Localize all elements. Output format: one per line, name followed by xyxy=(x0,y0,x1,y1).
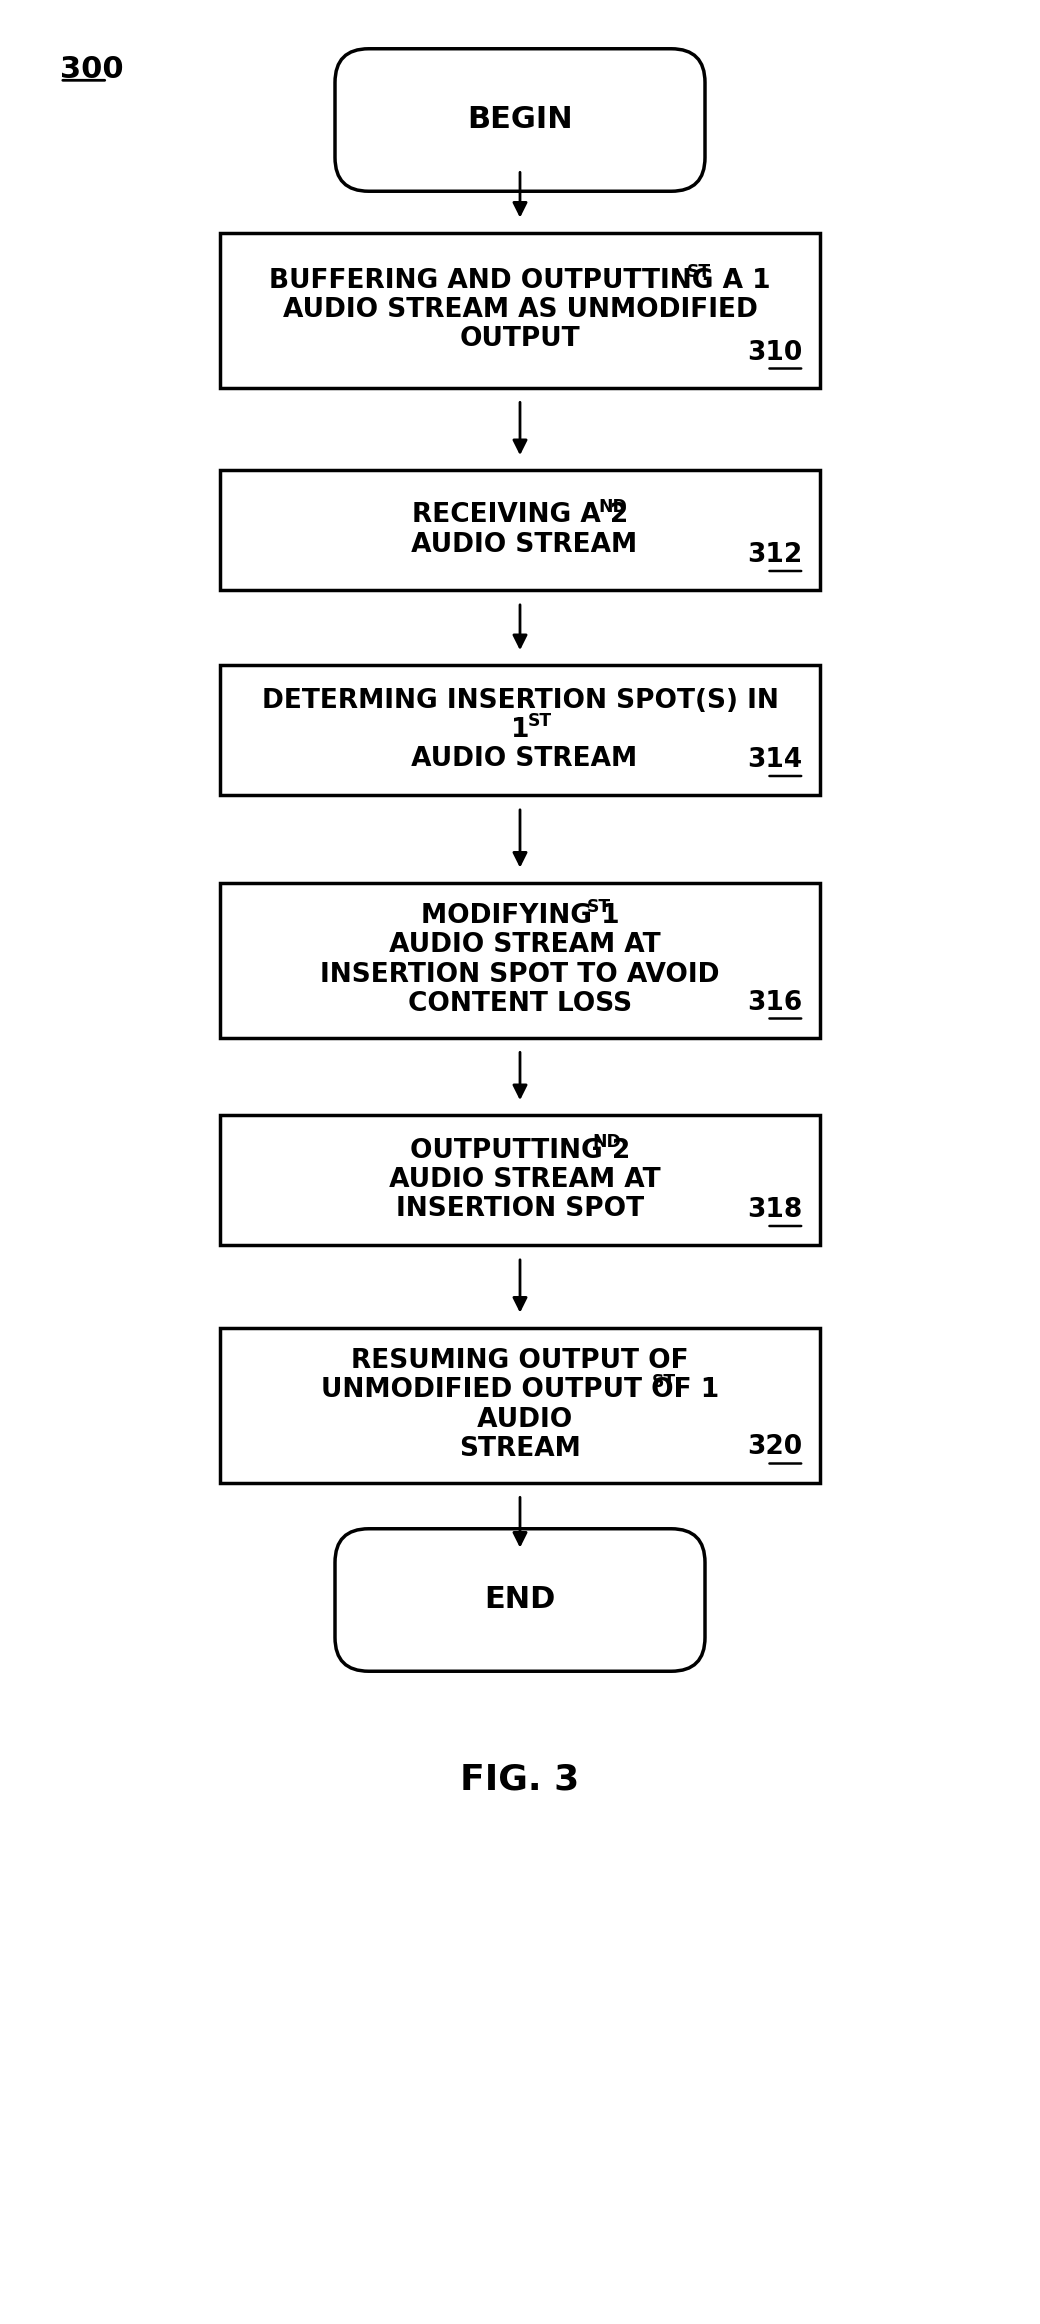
Text: OUTPUTTING 2: OUTPUTTING 2 xyxy=(410,1136,630,1164)
Text: AUDIO STREAM AT: AUDIO STREAM AT xyxy=(380,1167,660,1192)
Text: AUDIO STREAM AS UNMODIFIED: AUDIO STREAM AS UNMODIFIED xyxy=(283,297,757,323)
Bar xyxy=(220,665,820,795)
Bar xyxy=(220,883,820,1037)
Text: MODIFYING 1: MODIFYING 1 xyxy=(421,902,619,930)
Text: RECEIVING A 2: RECEIVING A 2 xyxy=(412,502,628,528)
Text: ND: ND xyxy=(593,1134,621,1150)
Text: AUDIO STREAM: AUDIO STREAM xyxy=(402,532,638,558)
Text: ST: ST xyxy=(527,713,552,730)
Text: UNMODIFIED OUTPUT OF 1: UNMODIFIED OUTPUT OF 1 xyxy=(321,1378,719,1404)
Text: STREAM: STREAM xyxy=(459,1436,581,1462)
FancyBboxPatch shape xyxy=(335,49,705,191)
Text: 1: 1 xyxy=(511,718,529,744)
Text: ND: ND xyxy=(598,497,627,516)
Text: BUFFERING AND OUTPUTTING A 1: BUFFERING AND OUTPUTTING A 1 xyxy=(269,267,771,293)
Text: BEGIN: BEGIN xyxy=(467,105,573,135)
Text: DETERMING INSERTION SPOT(S) IN: DETERMING INSERTION SPOT(S) IN xyxy=(262,688,778,713)
Bar xyxy=(220,1327,820,1483)
Text: 316: 316 xyxy=(747,990,802,1016)
Text: 318: 318 xyxy=(747,1197,802,1222)
Text: AUDIO STREAM: AUDIO STREAM xyxy=(402,746,638,772)
Text: ST: ST xyxy=(651,1373,676,1390)
Text: 312: 312 xyxy=(747,541,802,567)
Text: ST: ST xyxy=(686,263,711,281)
Text: INSERTION SPOT: INSERTION SPOT xyxy=(396,1197,644,1222)
Text: FIG. 3: FIG. 3 xyxy=(461,1764,579,1796)
FancyBboxPatch shape xyxy=(335,1529,705,1671)
Text: AUDIO: AUDIO xyxy=(468,1406,572,1432)
Text: 310: 310 xyxy=(747,339,802,365)
Text: 300: 300 xyxy=(60,56,124,84)
Bar xyxy=(220,1116,820,1246)
Text: OUTPUT: OUTPUT xyxy=(460,325,580,353)
Bar xyxy=(220,232,820,388)
Text: CONTENT LOSS: CONTENT LOSS xyxy=(408,990,632,1018)
Text: ST: ST xyxy=(587,899,610,916)
Text: AUDIO STREAM AT: AUDIO STREAM AT xyxy=(380,932,660,957)
Text: END: END xyxy=(485,1585,555,1615)
Text: 320: 320 xyxy=(747,1434,802,1459)
Text: 314: 314 xyxy=(747,746,802,774)
Text: INSERTION SPOT TO AVOID: INSERTION SPOT TO AVOID xyxy=(320,962,720,988)
Bar xyxy=(220,469,820,590)
Text: RESUMING OUTPUT OF: RESUMING OUTPUT OF xyxy=(352,1348,688,1373)
